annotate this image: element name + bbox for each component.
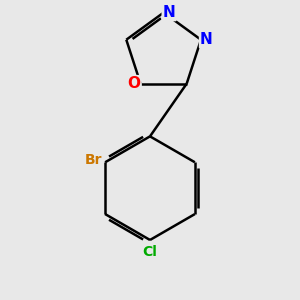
Text: O: O [128, 76, 140, 91]
Text: N: N [163, 5, 176, 20]
Text: N: N [200, 32, 213, 47]
Text: Br: Br [84, 152, 102, 167]
Text: Cl: Cl [142, 245, 158, 259]
